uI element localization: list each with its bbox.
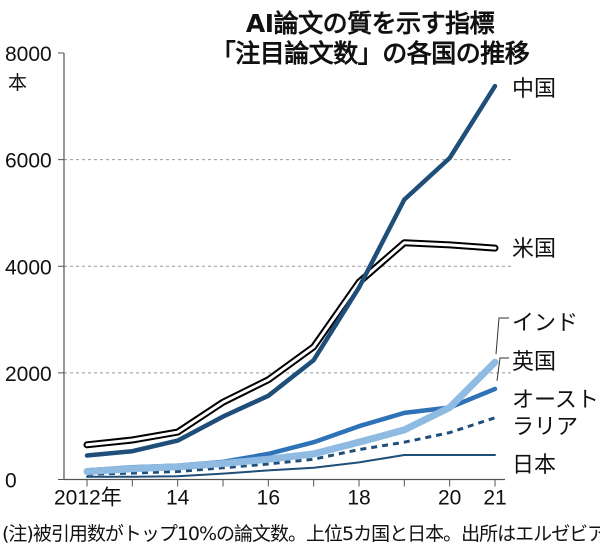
y-tick-label: 8000 xyxy=(5,43,52,66)
y-tick-label: 6000 xyxy=(5,150,52,173)
series-label: ラリア xyxy=(512,415,578,440)
series-label: 米国 xyxy=(512,237,556,262)
chart-title-line1: AI論文の質を示す指標 xyxy=(245,9,495,38)
series-label: 英国 xyxy=(512,350,556,375)
x-tick-label: 2012年 xyxy=(54,487,122,510)
series-line-2 xyxy=(83,358,499,475)
x-tick-label: 20 xyxy=(438,487,461,510)
series-label: 中国 xyxy=(512,77,556,102)
leader-line xyxy=(495,317,509,355)
x-tick-label: 14 xyxy=(166,487,190,510)
series-label: 日本 xyxy=(512,453,556,478)
series-label: インド xyxy=(512,311,578,336)
y-tick-label: 2000 xyxy=(5,363,52,386)
y-tick-label: 0 xyxy=(5,470,17,493)
x-tick-label: 21 xyxy=(483,487,506,510)
series-line-4 xyxy=(86,416,496,476)
series-label: オースト xyxy=(512,388,599,413)
series-line-1 xyxy=(85,241,497,447)
x-tick-label: 18 xyxy=(347,487,370,510)
leader-line xyxy=(496,357,509,381)
series-line-5 xyxy=(86,454,496,478)
chart-note: (注)被引用数がトップ10%の論文数。上位5カ国と日本。出所はエルゼビア xyxy=(2,523,600,545)
series-line-0 xyxy=(84,83,498,458)
x-tick-label: 16 xyxy=(257,487,280,510)
y-axis-unit: 本 xyxy=(8,72,27,94)
chart-title-line2: 「注目論文数」の各国の推移 xyxy=(210,39,530,68)
y-tick-label: 4000 xyxy=(5,256,52,279)
